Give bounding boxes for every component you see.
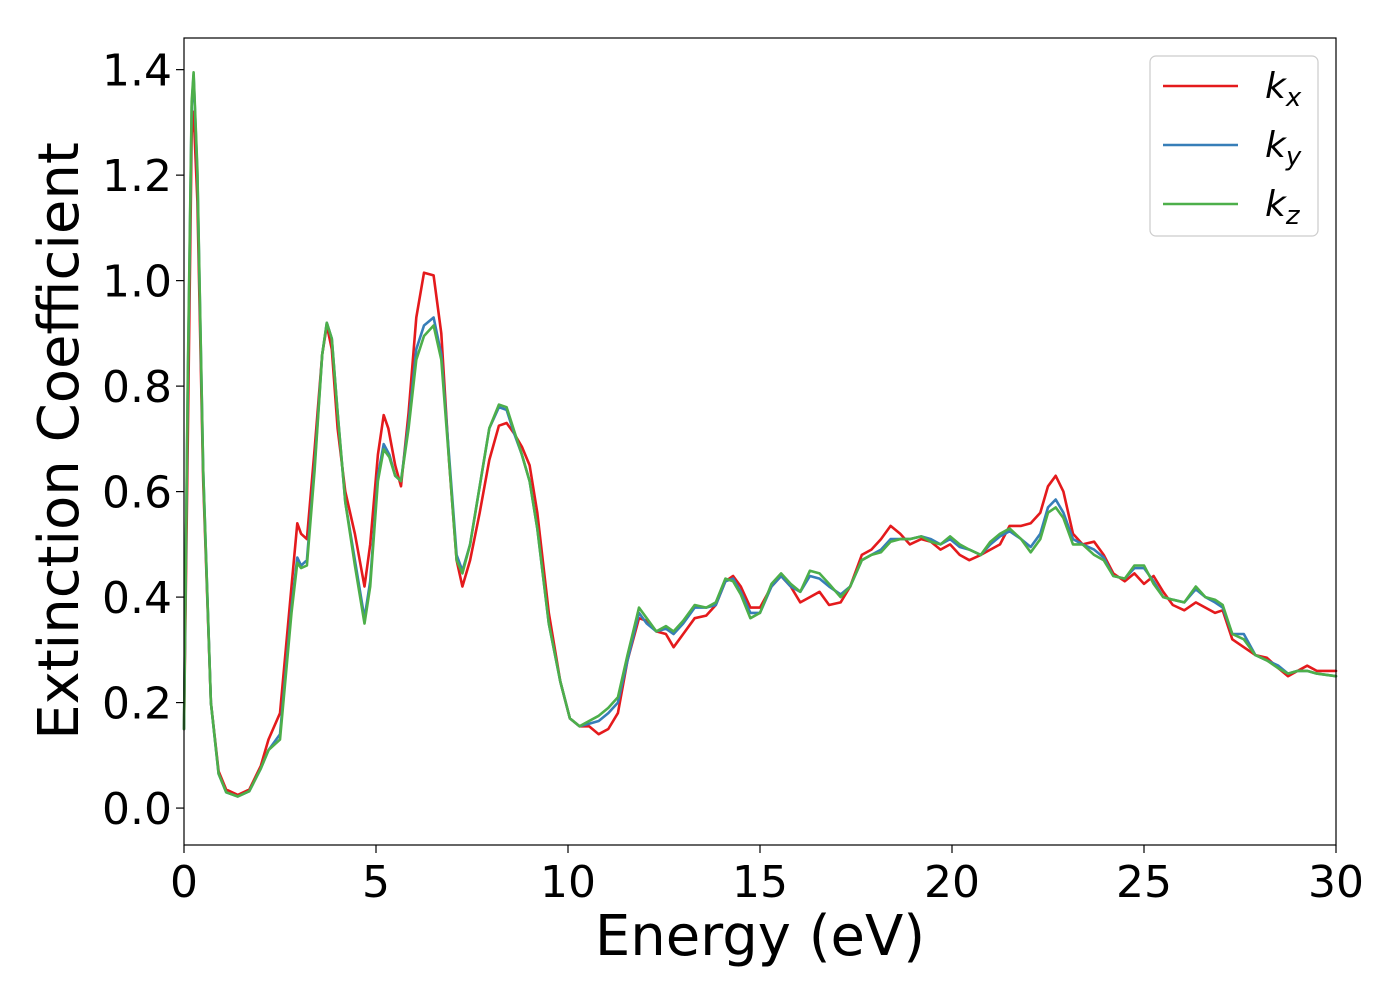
y-tick-label: 0.8 bbox=[102, 362, 172, 413]
y-tick-label: 1.2 bbox=[102, 151, 172, 202]
legend: kx ky kz bbox=[1149, 55, 1319, 237]
x-tick-label: 0 bbox=[170, 857, 198, 908]
x-tick-label: 5 bbox=[362, 857, 390, 908]
x-axis-ticks: 0 5 10 15 20 25 30 bbox=[170, 845, 1364, 908]
y-axis-label: Extinction Coefficient bbox=[27, 142, 92, 740]
y-tick-label: 0.0 bbox=[102, 784, 172, 835]
x-tick-label: 10 bbox=[540, 857, 596, 908]
plot-area bbox=[182, 71, 1338, 798]
y-tick-label: 0.6 bbox=[102, 468, 172, 519]
y-axis-ticks: 0.0 0.2 0.4 0.6 0.8 1.0 1.2 1.4 bbox=[102, 46, 184, 835]
legend-label-x: kx bbox=[1265, 66, 1302, 113]
legend-label-z: kz bbox=[1265, 184, 1301, 231]
x-tick-label: 15 bbox=[732, 857, 788, 908]
y-tick-label: 1.4 bbox=[102, 46, 172, 97]
series-layer bbox=[182, 71, 1338, 798]
y-tick-label: 1.0 bbox=[102, 257, 172, 308]
x-tick-label: 30 bbox=[1308, 857, 1364, 908]
series-line-z bbox=[182, 71, 1338, 798]
y-tick-label: 0.4 bbox=[102, 573, 172, 624]
x-axis-label: Energy (eV) bbox=[595, 904, 925, 969]
y-tick-label: 0.2 bbox=[102, 679, 172, 730]
x-tick-label: 20 bbox=[924, 857, 980, 908]
x-tick-label: 25 bbox=[1116, 857, 1172, 908]
legend-label-y: ky bbox=[1265, 125, 1302, 172]
